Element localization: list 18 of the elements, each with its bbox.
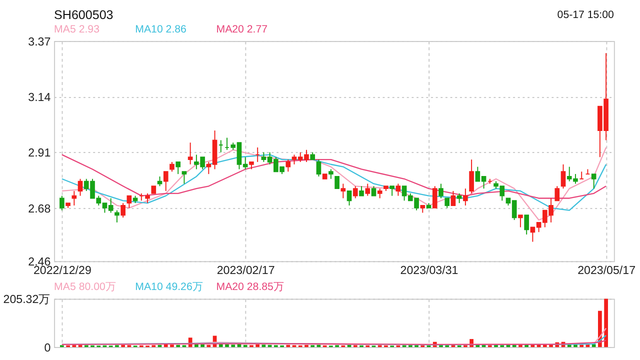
y-tick-label: 2.68: [28, 203, 51, 216]
x-tick-label: 2023/05/17: [578, 265, 636, 278]
text: MA10 49.26万: [135, 281, 204, 294]
y-tick-label: 2.91: [28, 148, 51, 160]
y-tick-label: 3.37: [28, 36, 51, 48]
y-tick-label: 0: [44, 342, 51, 354]
y-tick-label: 205.32万: [3, 293, 51, 306]
text: 05-17 15:00: [557, 8, 614, 21]
x-tick-label: 2023/03/31: [400, 265, 458, 278]
text: MA20 28.85万: [216, 281, 284, 294]
x-tick-label: 2023/02/17: [216, 265, 275, 278]
y-tick-label: 3.14: [28, 92, 52, 104]
text: MA5 80.00万: [54, 281, 116, 294]
text: MA10 2.86: [135, 23, 187, 36]
text: MA20 2.77: [216, 23, 268, 36]
x-tick-label: 2022/12/29: [33, 265, 92, 278]
chart-title: SH600503: [54, 8, 114, 22]
text: MA5 2.93: [54, 23, 100, 36]
